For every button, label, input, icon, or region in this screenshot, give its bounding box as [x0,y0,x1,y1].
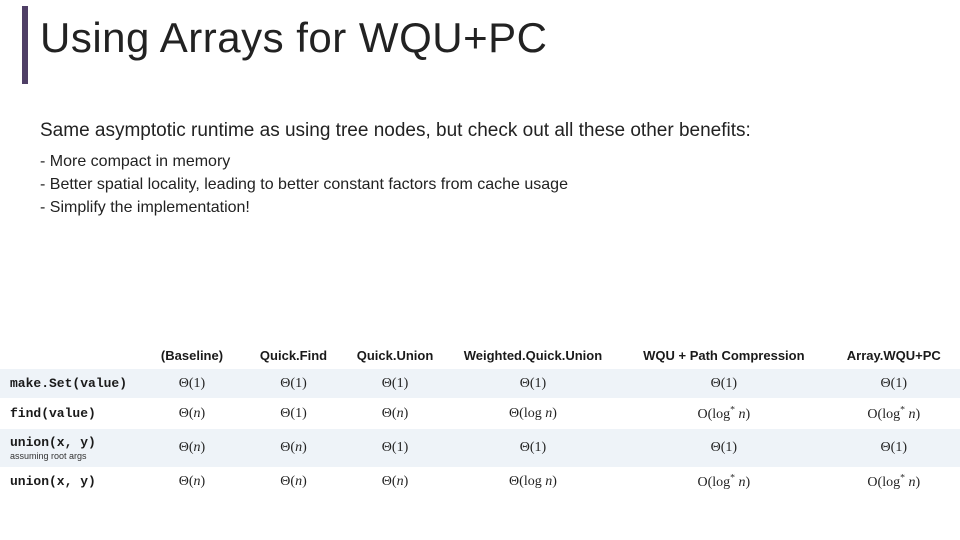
table-cell: Θ(1) [828,429,960,467]
table-cell: Θ(n) [344,467,446,498]
header-blank [0,342,141,369]
page-title: Using Arrays for WQU+PC [40,14,547,62]
row-label: find(value) [0,398,141,429]
bullet-item: - Better spatial locality, leading to be… [40,173,568,196]
column-header: Array.WQU+PC [828,342,960,369]
table-cell: Θ(n) [141,429,243,467]
table-row: union(x, y)Θ(n)Θ(n)Θ(n)Θ(log n)O(log* n)… [0,467,960,498]
table-row: union(x, y)assuming root argsΘ(n)Θ(n)Θ(1… [0,429,960,467]
column-header: Quick.Union [344,342,446,369]
table-cell: Θ(log n) [446,467,620,498]
column-header: WQU + Path Compression [620,342,827,369]
table-cell: Θ(n) [141,467,243,498]
table-cell: Θ(n) [243,429,345,467]
bullet-list: - More compact in memory - Better spatia… [40,150,568,220]
column-header: (Baseline) [141,342,243,369]
table-cell: Θ(1) [446,429,620,467]
table-cell: O(log* n) [620,398,827,429]
table-cell: Θ(1) [620,429,827,467]
table-cell: Θ(1) [446,369,620,398]
column-header: Quick.Find [243,342,345,369]
table-cell: Θ(n) [141,398,243,429]
table-row: make.Set(value)Θ(1)Θ(1)Θ(1)Θ(1)Θ(1)Θ(1) [0,369,960,398]
bullet-item: - Simplify the implementation! [40,196,568,219]
table-cell: Θ(1) [344,369,446,398]
table-cell: O(log* n) [828,467,960,498]
column-header: Weighted.Quick.Union [446,342,620,369]
complexity-table: (Baseline)Quick.FindQuick.UnionWeighted.… [0,342,960,497]
bullet-item: - More compact in memory [40,150,568,173]
table-cell: Θ(1) [243,369,345,398]
accent-bar [22,6,28,84]
table-cell: Θ(n) [243,467,345,498]
row-note: assuming root args [10,451,137,461]
table-cell: Θ(1) [828,369,960,398]
table-body: make.Set(value)Θ(1)Θ(1)Θ(1)Θ(1)Θ(1)Θ(1)f… [0,369,960,497]
table: (Baseline)Quick.FindQuick.UnionWeighted.… [0,342,960,497]
table-cell: Θ(1) [141,369,243,398]
table-cell: O(log* n) [620,467,827,498]
table-cell: Θ(log n) [446,398,620,429]
header-row: (Baseline)Quick.FindQuick.UnionWeighted.… [0,342,960,369]
row-label: make.Set(value) [0,369,141,398]
row-label: union(x, y)assuming root args [0,429,141,467]
row-label: union(x, y) [0,467,141,498]
table-row: find(value)Θ(n)Θ(1)Θ(n)Θ(log n)O(log* n)… [0,398,960,429]
table-cell: Θ(1) [620,369,827,398]
table-head: (Baseline)Quick.FindQuick.UnionWeighted.… [0,342,960,369]
table-cell: Θ(n) [344,398,446,429]
table-cell: Θ(1) [344,429,446,467]
table-cell: O(log* n) [828,398,960,429]
intro-text: Same asymptotic runtime as using tree no… [40,120,751,142]
table-cell: Θ(1) [243,398,345,429]
